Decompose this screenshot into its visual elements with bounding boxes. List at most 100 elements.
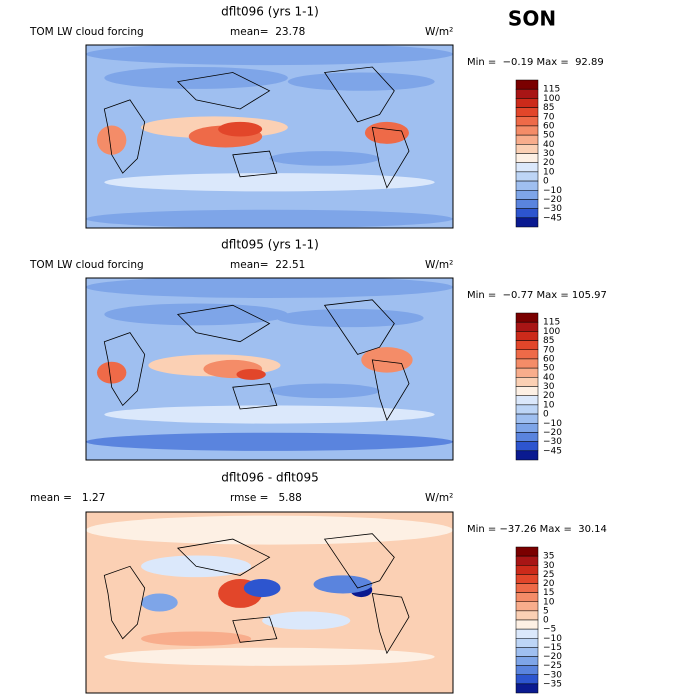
colorbar-label: 40	[543, 373, 555, 383]
map-contour-region	[276, 308, 424, 328]
map-contour-region	[141, 631, 252, 646]
colorbar-label: −20	[543, 428, 562, 438]
colorbar-label: 25	[543, 570, 554, 580]
colorbar-box	[515, 107, 539, 117]
colorbar-box	[515, 134, 539, 145]
colorbar-box	[515, 171, 539, 182]
colorbar-label: 30	[543, 382, 555, 392]
map-field	[86, 45, 453, 228]
colorbar-label: 85	[543, 103, 554, 113]
colorbar-label: 0	[543, 410, 549, 420]
map-contour-region	[313, 575, 373, 594]
colorbar-label: 30	[543, 561, 555, 571]
colorbar-label: 115	[543, 318, 560, 328]
colorbar-label: 30	[543, 149, 555, 159]
map-frame	[85, 44, 454, 229]
colorbar-box	[515, 592, 539, 602]
colorbar-label: −30	[543, 204, 562, 214]
colorbar-label: −5	[543, 625, 556, 635]
colorbar-box	[515, 546, 539, 557]
colorbar-box	[515, 367, 539, 378]
colorbar-label: 10	[543, 167, 555, 177]
range-label: Min = −37.26 Max = 30.14	[467, 524, 607, 535]
map-contour-region	[104, 173, 435, 192]
colorbar-box	[515, 199, 539, 209]
colorbar-label: 20	[543, 391, 555, 401]
map-contour-region	[269, 383, 380, 399]
colorbar-label: 70	[543, 345, 555, 355]
colorbar-box	[515, 628, 539, 639]
colorbar-box	[515, 358, 539, 369]
colorbar-label: −30	[543, 670, 562, 680]
map-contour-region	[86, 432, 453, 451]
colorbar-box	[515, 208, 539, 219]
colorbar-label: 40	[543, 140, 555, 150]
map-contour-region	[287, 72, 435, 91]
colorbar-box	[515, 638, 539, 648]
colorbar-label: 35	[543, 552, 554, 562]
colorbar-box	[515, 423, 539, 433]
panel-title: dflt095 (yrs 1-1)	[221, 238, 319, 252]
range-label: Min = −0.19 Max = 92.89	[467, 57, 604, 68]
colorbar-box	[515, 610, 539, 621]
colorbar-label: −35	[543, 679, 562, 689]
colorbar-label: 10	[543, 597, 555, 607]
map-contour-region	[364, 121, 409, 144]
colorbar-label: 15	[543, 588, 554, 598]
colorbar-label: 50	[543, 131, 555, 141]
colorbar-label: −10	[543, 186, 562, 196]
map-contour-region	[104, 405, 435, 424]
colorbar-label: 100	[543, 327, 560, 337]
colorbar-label: 10	[543, 400, 555, 410]
map-contour-region	[104, 66, 288, 89]
colorbar-box	[515, 432, 539, 442]
colorbar-box	[515, 340, 539, 350]
panel-units: W/m²	[425, 26, 453, 38]
panel-title: dflt096 - dflt095	[221, 471, 319, 485]
colorbar-label: −20	[543, 195, 562, 205]
colorbar-label: 20	[543, 579, 555, 589]
map-contour-region	[86, 45, 453, 66]
map-frame	[85, 511, 454, 694]
colorbar-box	[515, 601, 539, 612]
colorbar-box	[515, 79, 539, 90]
colorbar-label: 0	[543, 616, 549, 626]
map-contour-region	[97, 361, 127, 384]
colorbar-box	[515, 450, 539, 461]
panel-units: W/m²	[425, 492, 453, 504]
map-contour-region	[218, 121, 263, 137]
colorbar-box	[515, 217, 539, 228]
range-label: Min = −0.77 Max = 105.97	[467, 290, 607, 301]
map-contour-region	[97, 125, 127, 155]
colorbar-label: −25	[543, 661, 562, 671]
colorbar-box	[515, 88, 539, 99]
colorbar-box	[515, 647, 539, 657]
colorbar-box	[515, 162, 539, 173]
colorbar-box	[515, 386, 539, 396]
colorbar-box	[515, 312, 539, 323]
colorbar-box	[515, 116, 539, 127]
map-contour-region	[104, 303, 288, 326]
panel-units: W/m²	[425, 259, 453, 271]
colorbar-box	[515, 349, 539, 360]
colorbar-box	[515, 404, 539, 415]
colorbar-box	[515, 125, 539, 136]
colorbar-box	[515, 331, 539, 341]
colorbar-box	[515, 674, 539, 685]
colorbar-label: 5	[543, 606, 549, 616]
map-contour-region	[361, 347, 413, 373]
map-contour-region	[269, 151, 380, 166]
colorbar-label: 100	[543, 94, 560, 104]
map-contour-region	[86, 209, 453, 228]
colorbar-box	[515, 665, 539, 675]
colorbar-box	[515, 683, 539, 694]
colorbar-label: 115	[543, 85, 560, 95]
colorbar-box	[515, 321, 539, 332]
panel-center-label: mean= 22.51	[230, 259, 305, 271]
colorbar-box	[515, 377, 539, 387]
panel-title: dflt096 (yrs 1-1)	[221, 5, 319, 19]
colorbar-box	[515, 555, 539, 566]
coastline	[103, 299, 410, 421]
colorbar-label: 50	[543, 364, 555, 374]
colorbar-label: −20	[543, 652, 562, 662]
